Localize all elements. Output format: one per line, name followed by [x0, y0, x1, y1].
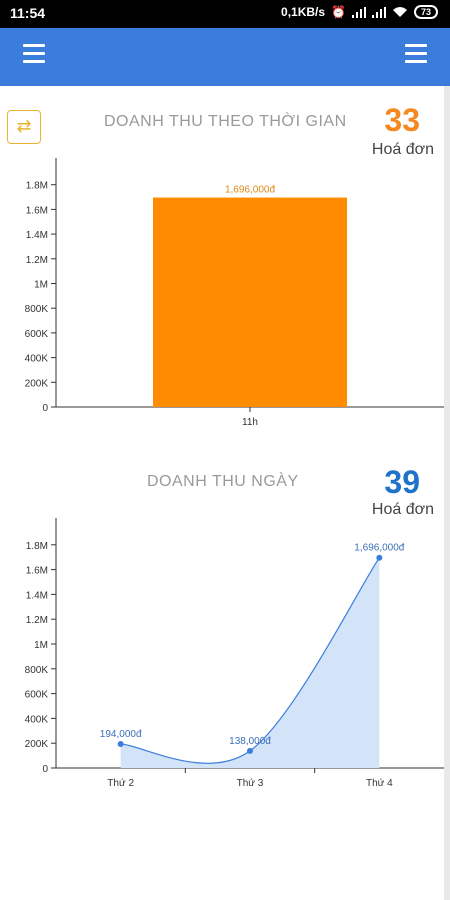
status-bar: 11:54 0,1KB/s ⏰ 73 — [0, 0, 450, 28]
y-tick-label: 1.4M — [26, 590, 48, 601]
series-line — [120, 557, 380, 764]
app-bar — [0, 28, 450, 86]
y-tick-label: 1.4M — [26, 230, 48, 241]
network-speed: 0,1KB/s — [281, 5, 326, 19]
point-data-label: 194,000đ — [100, 729, 142, 740]
section1-count-label: Hoá đơn — [371, 141, 434, 158]
x-tick-label: Thứ 3 — [237, 778, 264, 789]
y-tick-label: 1.8M — [26, 541, 48, 552]
data-point — [376, 554, 383, 561]
y-tick-label: 800K — [25, 665, 49, 676]
series-area — [120, 557, 380, 768]
bar-data-label: 1,696,000đ — [225, 185, 275, 196]
alarm-icon: ⏰ — [331, 5, 346, 19]
section2-title: DOANH THU NGÀY — [147, 473, 299, 490]
bar-chart: 0 200K 400K 600K 800K 1M 1.2M 1.4M 1.6M 1.8M 1,696… — [25, 158, 444, 428]
y-tick-label: 600K — [25, 329, 49, 340]
signal-icon — [352, 6, 366, 18]
swap-horizontal-icon[interactable]: ⇄ — [7, 110, 41, 144]
y-tick-label: 1M — [34, 640, 48, 651]
x-tick-label: Thứ 2 — [107, 778, 134, 789]
section2-count-label: Hoá đơn — [371, 501, 434, 518]
menu-icon-right[interactable] — [405, 44, 427, 64]
y-tick-label: 200K — [25, 378, 49, 389]
menu-icon-left[interactable] — [23, 44, 45, 64]
y-tick-label: 600K — [25, 690, 49, 701]
data-point — [117, 740, 124, 747]
y-tick-label: 200K — [25, 739, 49, 750]
status-icons: 0,1KB/s ⏰ 73 — [281, 5, 438, 19]
point-data-label: 1,696,000đ — [354, 543, 404, 554]
y-tick-label: 1.2M — [26, 255, 48, 266]
y-tick-label: 1.6M — [26, 566, 48, 577]
x-tick-label: 11h — [242, 417, 258, 428]
area-chart: 0 200K 400K 600K 800K 1M 1.2M 1.4M 1.6M 1.8M 194,0… — [25, 518, 444, 789]
scroll-edge — [444, 86, 450, 900]
data-point — [247, 747, 253, 754]
y-tick-label: 1.2M — [26, 615, 48, 626]
y-tick-label: 1.6M — [26, 205, 48, 216]
wifi-icon — [393, 7, 407, 17]
y-tick-label: 0 — [42, 764, 48, 775]
x-tick-label: Thứ 4 — [366, 778, 393, 789]
battery-icon: 73 — [414, 5, 438, 19]
status-time: 11:54 — [10, 5, 46, 21]
y-tick-label: 0 — [42, 403, 48, 414]
section1-title: DOANH THU THEO THỜI GIAN — [104, 113, 347, 130]
signal-icon-2 — [372, 6, 386, 18]
y-tick-label: 400K — [25, 354, 49, 365]
point-data-label: 138,000đ — [229, 736, 271, 747]
y-tick-label: 800K — [25, 304, 49, 315]
section1-count: 33 — [384, 102, 420, 138]
y-tick-label: 1.8M — [26, 181, 48, 192]
y-tick-label: 400K — [25, 714, 49, 725]
section2-count: 39 — [384, 464, 420, 500]
bar — [153, 197, 347, 407]
y-tick-label: 1M — [34, 280, 48, 291]
